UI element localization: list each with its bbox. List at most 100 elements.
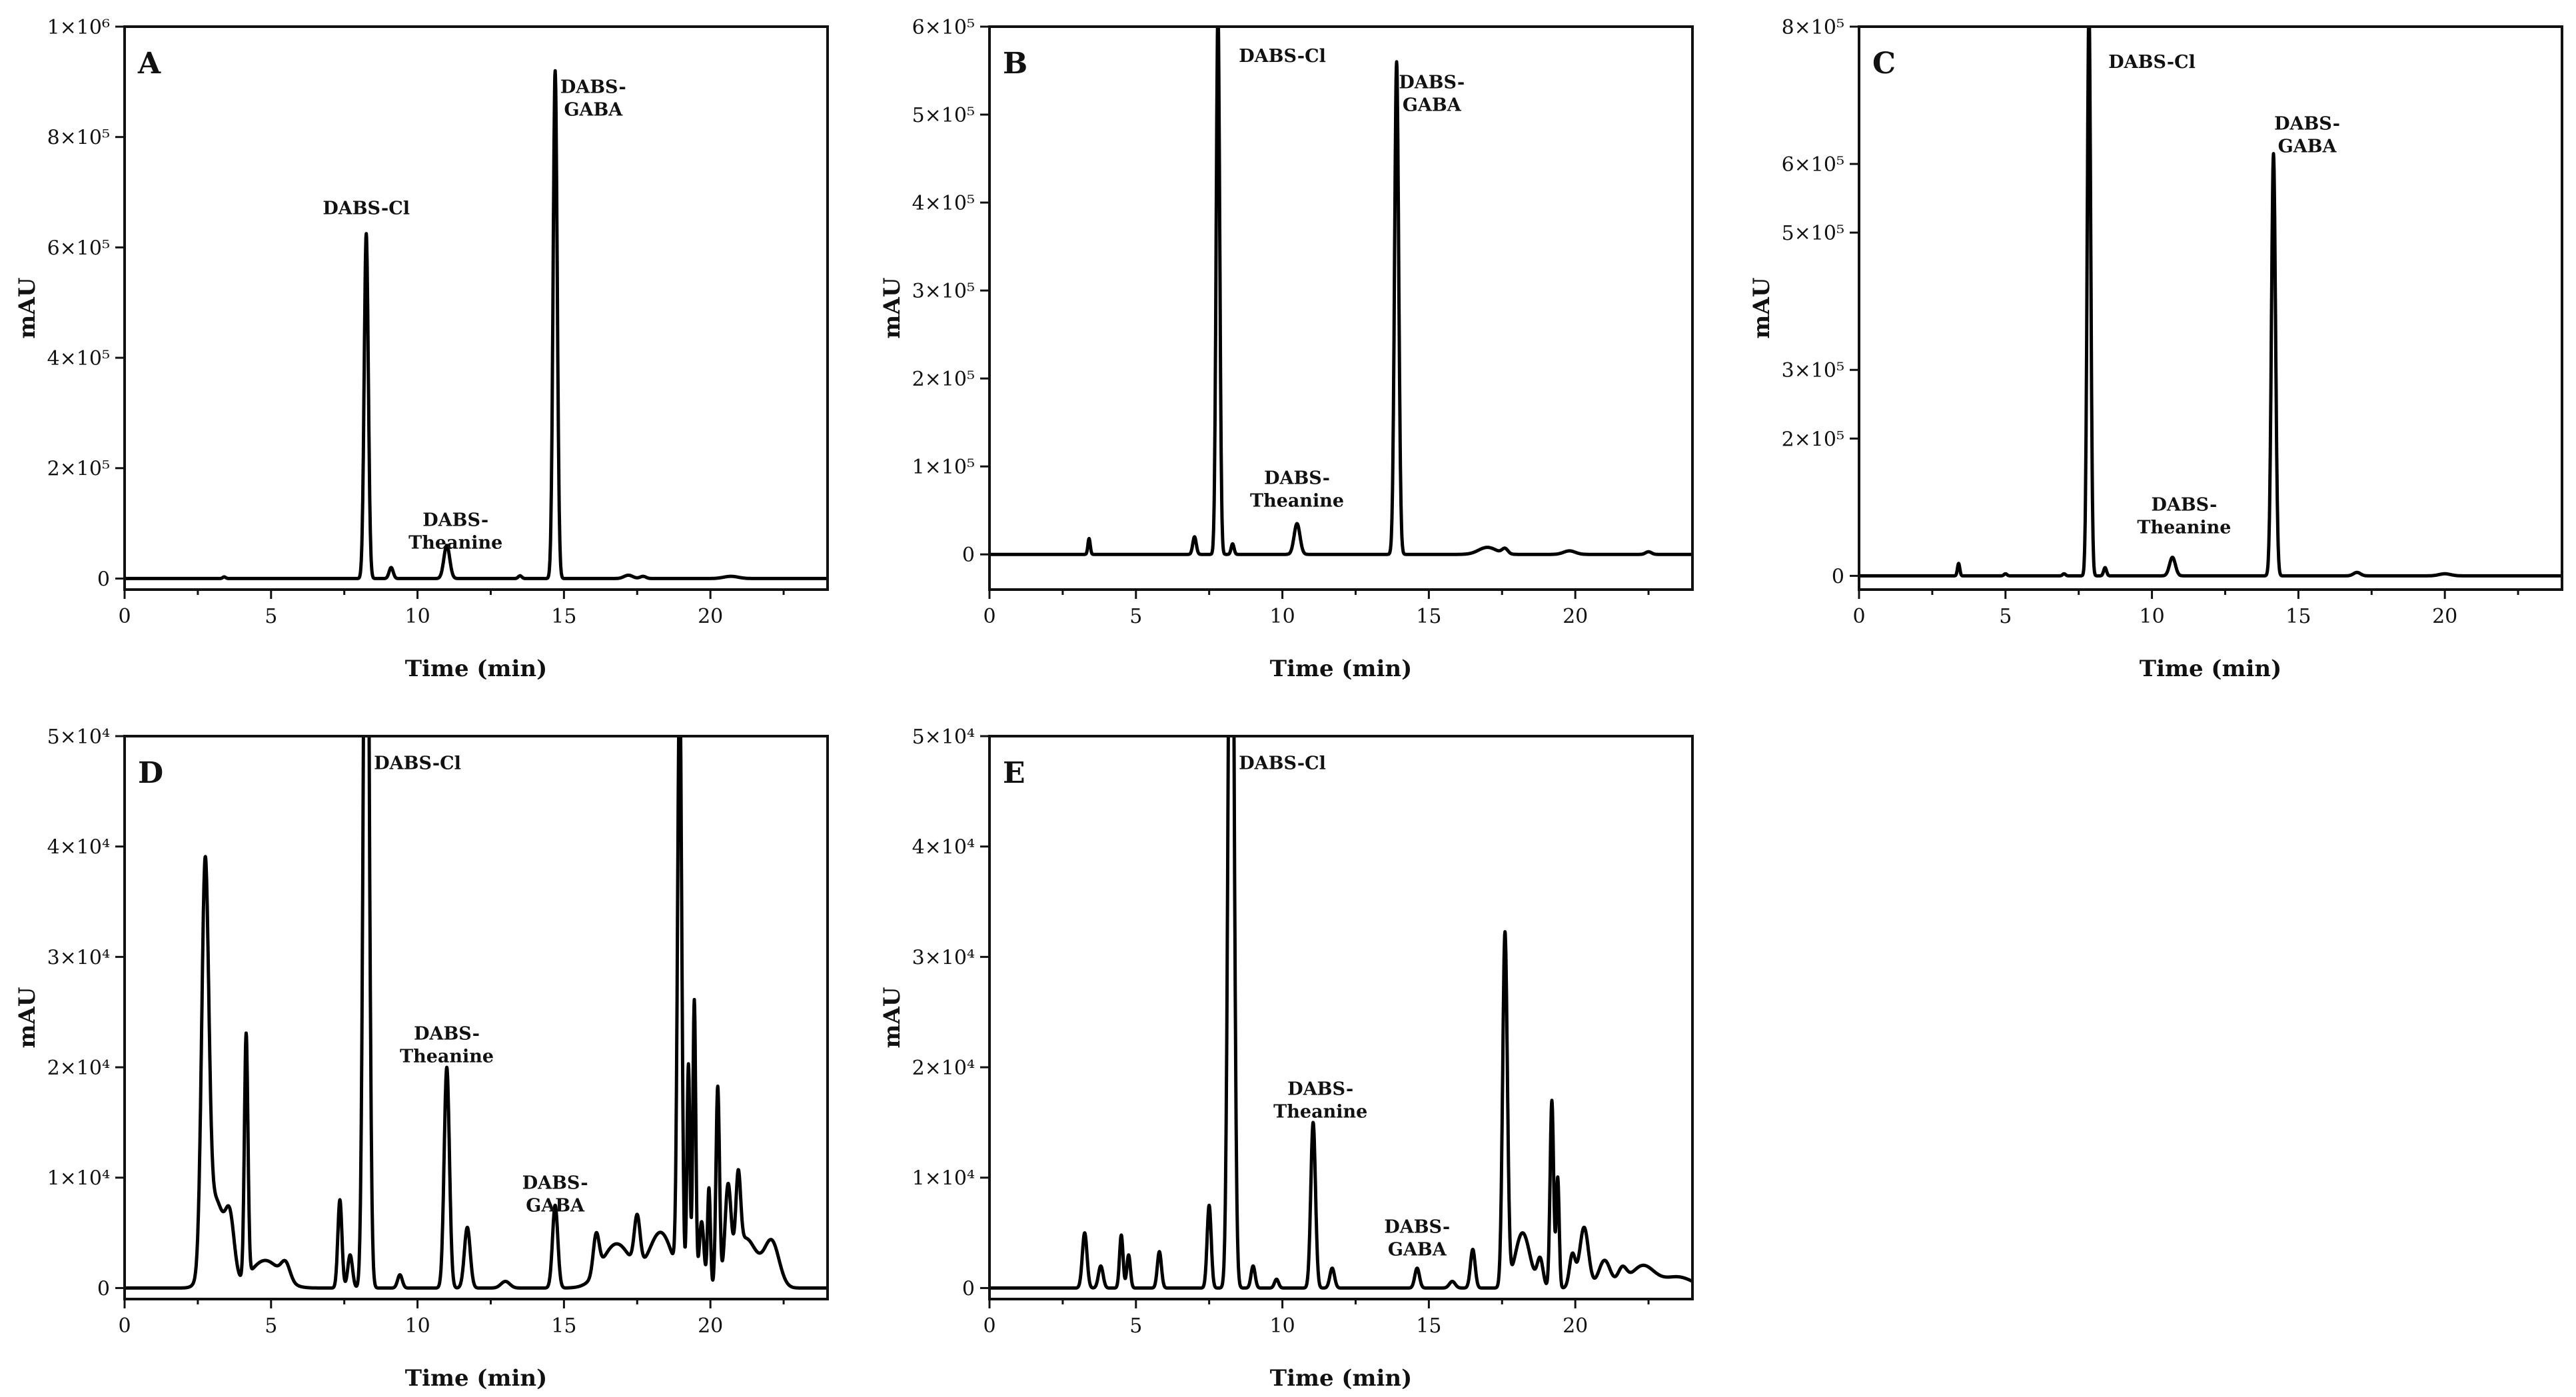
series-line-e: [989, 736, 1692, 1290]
panel-letter: B: [1003, 47, 1027, 81]
x-axis-title: Time (min): [1270, 1365, 1412, 1392]
peak-label: DABS-: [1399, 72, 1465, 93]
panel-e-chart: 0 5 10 15 20 0 1×10⁴ 2×10⁴ 3×10⁴ 4×10⁴ 5×10⁴ E Time …: [879, 725, 1694, 1392]
plot-frame-c: [1858, 25, 2563, 591]
y-tick-label: 1×10⁴: [912, 1167, 975, 1190]
y-tick-label: 0: [97, 568, 110, 591]
x-tick-label: 10: [1269, 605, 1295, 628]
peak-label: DABS-Cl: [1239, 46, 1326, 67]
x-tick-label: 10: [1269, 1314, 1295, 1338]
peak-label: DABS-: [560, 77, 626, 97]
peak-label: GABA: [1388, 1240, 1447, 1260]
y-axis-title: mAU: [879, 987, 906, 1048]
y-tick-label: 6×10⁵: [1782, 153, 1844, 177]
peak-label: GABA: [2278, 137, 2337, 157]
x-tick-label: 0: [118, 605, 131, 628]
panel-a-chart: 0 5 10 15 20 0 2×10⁵ 4×10⁵ 6×10⁵ 8×10⁵ 1×10⁶ A Time …: [14, 16, 829, 682]
y-tick-label: 6×10⁵: [47, 236, 110, 260]
x-tick-label: 10: [404, 605, 430, 628]
peak-label: Theanine: [400, 1047, 494, 1067]
x-tick-label: 0: [118, 1314, 131, 1338]
y-tick-label: 2×10⁴: [47, 1057, 110, 1080]
series-line-c: [1859, 27, 2562, 578]
y-tick-label: 3×10⁵: [912, 280, 975, 303]
x-tick-label: 5: [265, 605, 277, 628]
y-tick-label: 2×10⁵: [1782, 428, 1844, 451]
peak-label: DABS-: [2151, 494, 2217, 515]
series-line-a: [125, 69, 828, 580]
peak-label: DABS-Cl: [374, 753, 461, 774]
peak-label: DABS-: [414, 1024, 480, 1045]
x-tick-label: 5: [1129, 605, 1142, 628]
x-axis-title: Time (min): [2140, 656, 2281, 682]
panel-c-chart: 0 5 10 15 20 0 2×10⁵ 3×10⁵ 5×10⁵ 6×10⁵ 8×10⁵ C Time …: [1748, 16, 2563, 682]
x-tick-label: 20: [1563, 605, 1588, 628]
x-tick-label: 5: [1999, 605, 2012, 628]
peak-label: DABS-: [1384, 1217, 1450, 1238]
x-tick-label: 20: [1563, 1314, 1588, 1338]
y-tick-label: 4×10⁵: [912, 192, 975, 215]
x-axis-title: Time (min): [405, 1365, 547, 1392]
y-tick-label: 0: [962, 544, 975, 567]
x-tick-label: 20: [698, 1314, 723, 1338]
x-tick-label: 15: [551, 1314, 576, 1338]
x-tick-label: 15: [551, 605, 576, 628]
peak-label: Theanine: [2137, 517, 2231, 538]
x-tick-label: 0: [1852, 605, 1865, 628]
plot-frame-b: [988, 25, 1694, 591]
y-tick-label: 0: [97, 1277, 110, 1300]
y-axis-title: mAU: [879, 277, 906, 338]
y-axis-title: mAU: [14, 277, 41, 338]
y-tick-label: 0: [1832, 565, 1844, 588]
y-tick-label: 4×10⁴: [47, 836, 110, 859]
peak-label: DABS-Cl: [1239, 753, 1326, 774]
peak-label: GABA: [1403, 95, 1462, 115]
y-axis-title: mAU: [1748, 277, 1775, 338]
x-tick-label: 20: [2432, 605, 2457, 628]
plot-frame-d: [123, 735, 829, 1300]
y-tick-label: 4×10⁵: [47, 347, 110, 370]
x-tick-label: 5: [265, 1314, 277, 1338]
x-axis-title: Time (min): [1270, 656, 1412, 682]
y-tick-label: 8×10⁵: [1782, 16, 1844, 39]
panel-letter: A: [137, 47, 161, 81]
y-tick-label: 2×10⁴: [912, 1057, 975, 1080]
y-tick-label: 2×10⁵: [47, 458, 110, 481]
panel-letter: C: [1872, 47, 1896, 81]
y-tick-label: 3×10⁴: [47, 946, 110, 969]
peak-label: DABS-Cl: [322, 199, 410, 219]
x-tick-label: 10: [404, 1314, 430, 1338]
series-line-b: [989, 27, 1692, 556]
x-tick-label: 5: [1129, 1314, 1142, 1338]
peak-label: Theanine: [1273, 1101, 1367, 1122]
x-tick-label: 15: [1416, 605, 1441, 628]
x-axis-title: Time (min): [405, 656, 547, 682]
x-tick-label: 0: [983, 605, 995, 628]
plot-frame-e: [988, 735, 1694, 1300]
y-tick-label: 1×10⁵: [912, 456, 975, 479]
peak-label: Theanine: [1250, 491, 1344, 512]
y-axis-title: mAU: [14, 987, 41, 1048]
y-tick-label: 1×10⁴: [47, 1167, 110, 1190]
y-tick-label: 8×10⁵: [47, 127, 110, 150]
y-tick-label: 0: [962, 1277, 975, 1300]
y-tick-label: 5×10⁵: [912, 104, 975, 127]
x-tick-label: 10: [2139, 605, 2164, 628]
peak-label: DABS-: [1264, 468, 1330, 489]
y-tick-label: 5×10⁴: [912, 725, 975, 749]
peak-label: DABS-: [522, 1172, 588, 1193]
y-tick-label: 1×10⁶: [47, 16, 110, 39]
y-tick-label: 5×10⁴: [47, 725, 110, 749]
x-tick-label: 15: [1416, 1314, 1441, 1338]
peak-label: DABS-Cl: [2108, 52, 2196, 73]
panel-letter: D: [138, 756, 163, 790]
peak-label: GABA: [564, 99, 623, 120]
panel-b-chart: 0 5 10 15 20 0 1×10⁵ 2×10⁵ 3×10⁵ 4×10⁵ 5×10⁵ 6×10⁵ B…: [879, 16, 1694, 682]
peak-label: Theanine: [408, 533, 502, 554]
y-tick-label: 3×10⁵: [1782, 359, 1844, 382]
x-tick-label: 15: [2285, 605, 2311, 628]
peak-label: DABS-: [1287, 1079, 1353, 1099]
y-tick-label: 4×10⁴: [912, 836, 975, 859]
y-tick-label: 2×10⁵: [912, 368, 975, 391]
